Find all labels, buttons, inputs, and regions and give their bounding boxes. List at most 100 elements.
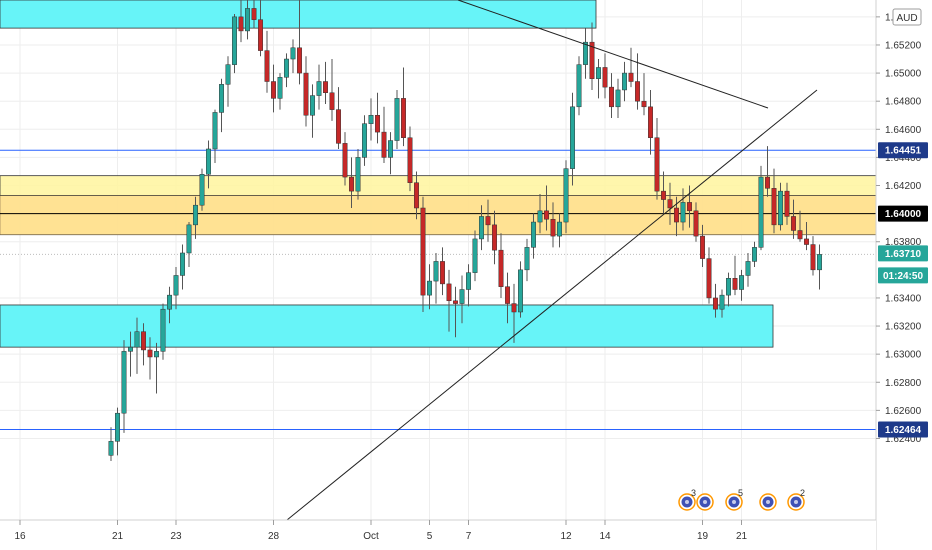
event-marker[interactable]: 3 <box>678 488 696 511</box>
candle[interactable] <box>199 168 205 211</box>
candle[interactable] <box>804 222 809 251</box>
candle[interactable] <box>121 340 127 433</box>
event-marker[interactable]: 2 <box>787 488 805 511</box>
candle[interactable] <box>784 182 790 225</box>
candle[interactable] <box>433 252 439 304</box>
candle[interactable] <box>791 199 796 239</box>
candle[interactable] <box>453 286 458 338</box>
candle[interactable] <box>622 61 627 102</box>
candle[interactable] <box>414 171 419 220</box>
candle[interactable] <box>589 22 595 90</box>
event-marker[interactable]: 5 <box>725 488 743 511</box>
candle[interactable] <box>544 185 549 231</box>
candle[interactable] <box>713 283 718 318</box>
candle[interactable] <box>310 84 315 138</box>
candle[interactable] <box>479 205 484 251</box>
candle[interactable] <box>524 238 530 282</box>
demand-zone[interactable] <box>0 304 774 348</box>
candle[interactable] <box>459 275 465 324</box>
candle[interactable] <box>342 132 348 186</box>
candle[interactable] <box>440 247 445 296</box>
candle[interactable] <box>147 337 153 380</box>
events-layer[interactable]: 3 5 2 <box>678 488 805 511</box>
candle[interactable] <box>583 28 588 79</box>
candle[interactable] <box>446 269 452 332</box>
descending-trendline[interactable] <box>457 0 769 109</box>
candle[interactable] <box>758 165 764 251</box>
candle[interactable] <box>128 331 133 377</box>
candle[interactable] <box>609 73 614 119</box>
candle[interactable] <box>485 199 491 242</box>
candle[interactable] <box>381 106 387 164</box>
candle[interactable] <box>492 210 497 265</box>
candle[interactable] <box>706 247 712 304</box>
candle[interactable] <box>531 213 536 259</box>
candle[interactable] <box>817 244 822 290</box>
candle[interactable] <box>719 289 725 318</box>
candle[interactable] <box>193 196 198 239</box>
candle[interactable] <box>570 92 575 186</box>
candle[interactable] <box>518 261 523 318</box>
candle[interactable] <box>284 53 289 88</box>
candle[interactable] <box>732 255 738 296</box>
candle[interactable] <box>628 47 634 88</box>
candle[interactable] <box>615 78 621 119</box>
candle[interactable] <box>277 73 283 110</box>
supply-zone[interactable] <box>0 0 597 29</box>
candle[interactable] <box>745 252 751 287</box>
candle[interactable] <box>297 0 302 85</box>
candle[interactable] <box>355 148 361 200</box>
candle[interactable] <box>219 78 224 133</box>
candle[interactable] <box>160 303 166 360</box>
candle[interactable] <box>602 53 608 99</box>
candle[interactable] <box>115 407 120 456</box>
candle[interactable] <box>576 56 582 116</box>
candle[interactable] <box>141 323 146 366</box>
candle[interactable] <box>700 224 705 268</box>
candle[interactable] <box>167 286 172 324</box>
candle[interactable] <box>180 244 185 290</box>
candle[interactable] <box>674 196 679 237</box>
time-axis-panel[interactable] <box>0 520 876 550</box>
candle[interactable] <box>498 233 504 298</box>
candle[interactable] <box>661 171 666 214</box>
candle[interactable] <box>245 0 250 40</box>
candle[interactable] <box>654 118 660 200</box>
candle[interactable] <box>472 230 478 282</box>
candle[interactable] <box>271 64 276 113</box>
candle[interactable] <box>771 168 777 234</box>
candle[interactable] <box>420 196 426 312</box>
candle[interactable] <box>154 342 159 394</box>
candle[interactable] <box>394 89 400 149</box>
candle[interactable] <box>316 64 322 110</box>
candle[interactable] <box>810 236 816 276</box>
candle[interactable] <box>401 67 406 147</box>
candle[interactable] <box>323 61 328 104</box>
event-marker[interactable] <box>759 493 777 511</box>
candle[interactable] <box>557 213 562 248</box>
candle[interactable] <box>680 188 686 231</box>
candle[interactable] <box>511 283 517 343</box>
candle[interactable] <box>290 39 296 74</box>
candle[interactable] <box>303 56 309 127</box>
candle[interactable] <box>596 59 601 99</box>
candle[interactable] <box>667 182 673 225</box>
candle[interactable] <box>368 98 374 141</box>
candle[interactable] <box>329 59 335 121</box>
candle[interactable] <box>336 87 341 149</box>
candle[interactable] <box>648 89 653 155</box>
candle[interactable] <box>225 56 231 107</box>
candle[interactable] <box>186 222 192 268</box>
candle[interactable] <box>427 264 432 310</box>
candle[interactable] <box>173 267 179 310</box>
candle[interactable] <box>108 427 114 461</box>
event-marker[interactable] <box>696 493 714 511</box>
candle[interactable] <box>349 157 354 208</box>
candle[interactable] <box>726 272 731 307</box>
candle[interactable] <box>563 160 569 234</box>
candle[interactable] <box>550 202 556 248</box>
candle[interactable] <box>505 272 510 324</box>
candle[interactable] <box>641 73 647 116</box>
candle[interactable] <box>752 241 757 268</box>
